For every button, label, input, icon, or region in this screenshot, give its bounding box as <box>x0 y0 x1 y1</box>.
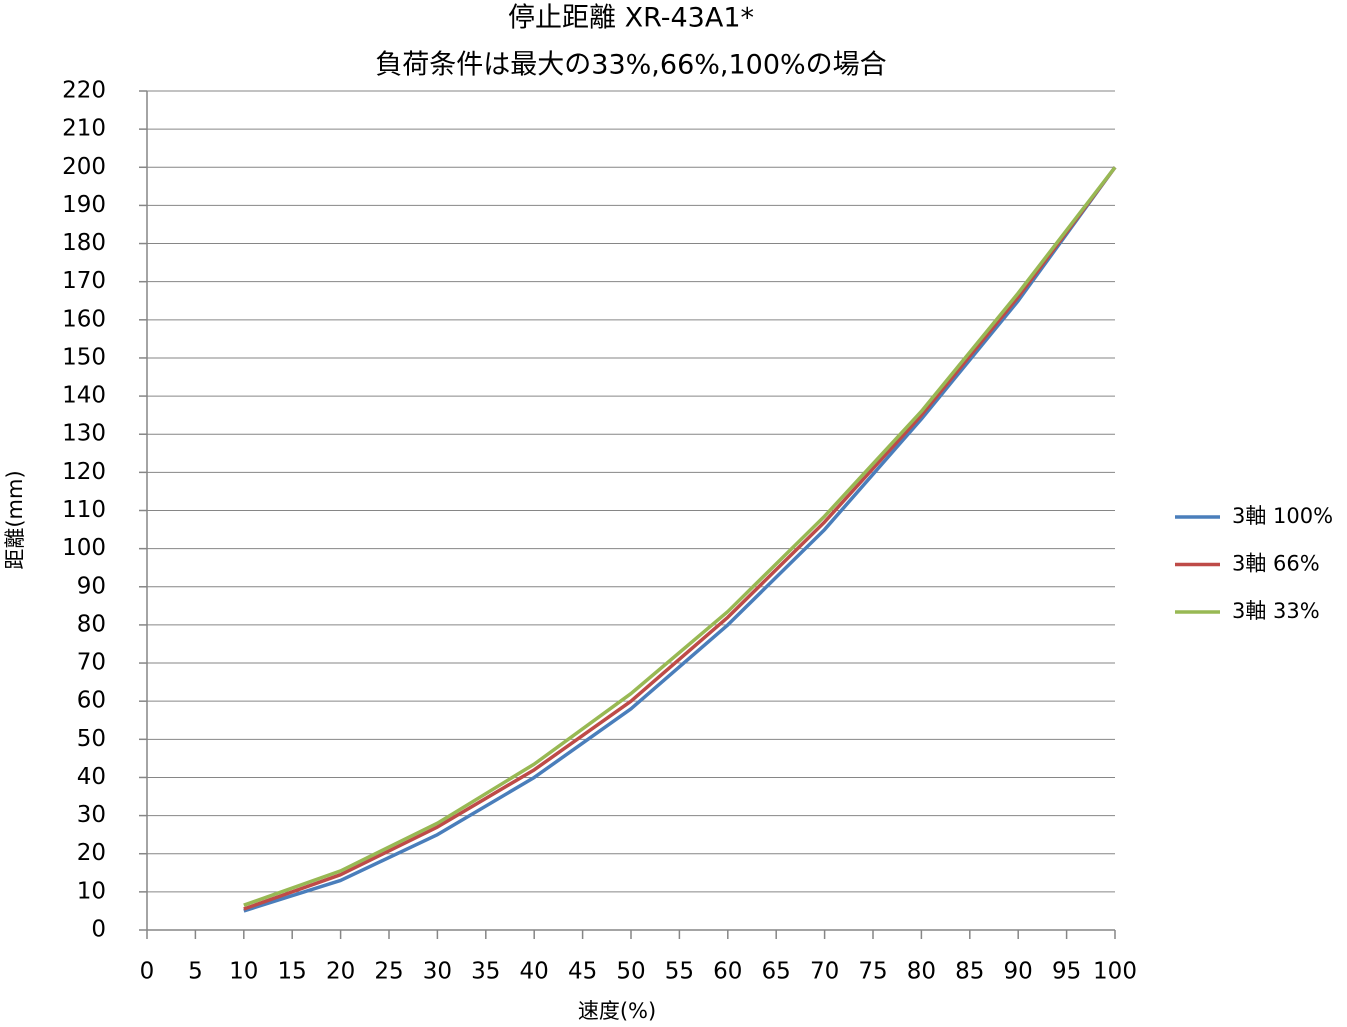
y-tick-label: 190 <box>62 192 106 218</box>
y-tick-label: 60 <box>77 688 106 714</box>
y-tick-label: 100 <box>62 535 106 561</box>
x-tick-label: 45 <box>568 959 597 985</box>
series-line <box>243 166 1117 913</box>
y-tick-label: 90 <box>77 573 106 599</box>
x-tick-label: 70 <box>810 959 839 985</box>
y-tick-label: 50 <box>77 726 106 752</box>
y-tick-label: 80 <box>77 611 106 637</box>
series-line <box>243 166 1117 907</box>
y-tick-label: 170 <box>62 268 106 294</box>
x-tick-label: 20 <box>326 959 355 985</box>
x-tick-label: 85 <box>955 959 984 985</box>
y-tick-label: 180 <box>62 230 106 256</box>
x-tick-label: 65 <box>762 959 791 985</box>
y-tick-label: 40 <box>77 764 106 790</box>
y-tick-label: 200 <box>62 154 106 180</box>
y-tick-label: 160 <box>62 306 106 332</box>
legend-label: 3軸 66% <box>1232 552 1320 576</box>
x-tick-label: 35 <box>471 959 500 985</box>
y-tick-label: 0 <box>91 917 106 943</box>
y-tick-label: 220 <box>62 78 106 104</box>
x-tick-label: 100 <box>1093 959 1137 985</box>
y-tick-label: 10 <box>77 878 106 904</box>
x-tick-label: 10 <box>229 959 258 985</box>
x-tick-label: 30 <box>423 959 452 985</box>
y-tick-label: 30 <box>77 802 106 828</box>
x-tick-label: 60 <box>713 959 742 985</box>
legend-label: 3軸 100% <box>1232 504 1333 528</box>
x-tick-label: 50 <box>616 959 645 985</box>
y-tick-label: 130 <box>62 421 106 447</box>
x-tick-label: 15 <box>278 959 307 985</box>
y-tick-label: 140 <box>62 383 106 409</box>
y-tick-label: 70 <box>77 650 106 676</box>
chart-title: 停止距離 XR-43A1* <box>508 3 754 34</box>
x-tick-label: 25 <box>374 959 403 985</box>
y-tick-label: 110 <box>62 497 106 523</box>
x-tick-label: 40 <box>520 959 549 985</box>
y-tick-label: 150 <box>62 344 106 370</box>
legend-label: 3軸 33% <box>1232 599 1320 623</box>
y-tick-label: 20 <box>77 840 106 866</box>
y-tick-label: 120 <box>62 459 106 485</box>
x-tick-label: 75 <box>858 959 887 985</box>
x-axis-label: 速度(%) <box>578 999 656 1023</box>
chart-subtitle: 負荷条件は最大の33%,66%,100%の場合 <box>375 50 886 81</box>
y-tick-label: 210 <box>62 116 106 142</box>
x-tick-label: 55 <box>665 959 694 985</box>
x-tick-label: 80 <box>907 959 936 985</box>
x-tick-label: 95 <box>1052 959 1081 985</box>
series-line <box>243 166 1117 911</box>
x-tick-label: 0 <box>140 959 155 985</box>
x-tick-label: 90 <box>1004 959 1033 985</box>
x-tick-label: 5 <box>188 959 203 985</box>
y-axis-label: 距離(mm) <box>3 470 27 569</box>
